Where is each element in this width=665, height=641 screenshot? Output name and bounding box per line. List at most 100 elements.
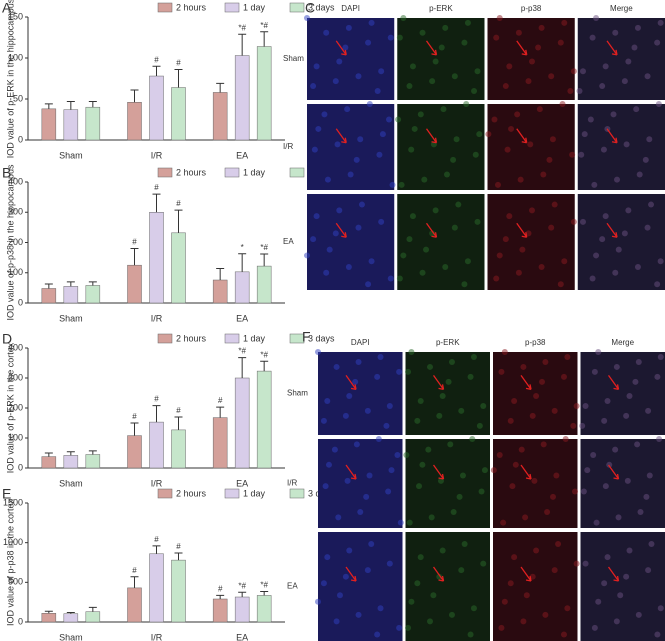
cell xyxy=(625,58,632,65)
cell xyxy=(463,101,470,107)
cell xyxy=(602,483,609,490)
cell xyxy=(375,436,382,442)
column-header: p-p38 xyxy=(521,4,542,13)
cell xyxy=(549,136,556,143)
cell xyxy=(506,63,513,70)
significance-label: # xyxy=(154,395,159,404)
arrow xyxy=(425,40,438,56)
legend-swatch xyxy=(157,488,173,499)
cell xyxy=(357,136,364,143)
cell xyxy=(604,397,611,404)
y-axis-label: IOD value of p-p38 in the hippocampus xyxy=(5,164,15,321)
cell xyxy=(523,592,530,599)
cell xyxy=(425,446,432,453)
cell xyxy=(374,87,381,94)
cell xyxy=(642,156,649,163)
bar xyxy=(234,271,250,304)
cell xyxy=(595,598,602,605)
cell xyxy=(419,269,426,276)
cell xyxy=(405,624,412,631)
cell xyxy=(624,477,631,484)
panel-label: F xyxy=(302,329,311,345)
cell xyxy=(416,483,423,490)
legend-label: 1 day xyxy=(243,488,266,498)
cell xyxy=(528,58,535,65)
cell xyxy=(538,24,545,31)
panel-label: B xyxy=(2,165,11,181)
legend-swatch xyxy=(289,167,305,178)
bar xyxy=(85,106,101,141)
legend-swatch xyxy=(289,488,305,499)
error-bar xyxy=(152,405,161,423)
bar xyxy=(171,429,186,469)
cell xyxy=(368,540,375,547)
cell xyxy=(325,461,332,468)
x-tick-label: EA xyxy=(236,632,248,641)
bar xyxy=(149,421,164,469)
cell xyxy=(333,363,340,370)
cell xyxy=(378,218,385,225)
cell xyxy=(635,611,642,618)
cell xyxy=(324,554,331,561)
cell xyxy=(470,353,477,360)
cell xyxy=(481,467,488,474)
cell xyxy=(406,519,413,526)
cell xyxy=(377,605,384,612)
row-label: I/R xyxy=(283,142,293,151)
cell xyxy=(643,493,650,500)
cell xyxy=(335,514,342,521)
row-label: EA xyxy=(287,582,298,591)
cell xyxy=(387,34,394,41)
cell xyxy=(474,68,481,75)
bar xyxy=(256,595,272,623)
cell xyxy=(310,236,317,243)
cell xyxy=(623,573,630,580)
significance-label: *# xyxy=(238,347,246,356)
cell xyxy=(560,631,567,638)
x-tick-label: I/R xyxy=(151,478,163,488)
cell xyxy=(476,131,483,138)
cell xyxy=(374,373,381,380)
cell xyxy=(458,567,465,574)
legend-swatch xyxy=(224,2,240,13)
cell xyxy=(345,24,352,31)
cell xyxy=(573,402,580,409)
cell xyxy=(591,368,598,375)
panel-label: E xyxy=(2,486,11,502)
cell xyxy=(581,131,588,138)
cell xyxy=(555,540,562,547)
bar xyxy=(212,279,228,304)
cell xyxy=(533,392,540,399)
cell xyxy=(570,68,577,75)
bar xyxy=(234,377,250,469)
cell xyxy=(396,275,403,282)
cell xyxy=(432,207,439,214)
cell xyxy=(571,488,578,495)
cell xyxy=(417,554,424,561)
cell xyxy=(518,446,525,453)
cell xyxy=(631,44,638,51)
cell xyxy=(655,101,662,107)
x-tick-label: Sham xyxy=(59,632,83,641)
error-bar xyxy=(66,611,75,614)
y-axis-label: IOD value of p-ERK in the cortex xyxy=(5,342,15,473)
cell xyxy=(353,156,360,163)
micrograph xyxy=(580,532,665,641)
cell xyxy=(458,407,465,414)
cell xyxy=(461,281,468,288)
cell xyxy=(613,618,620,625)
y-tick-label: 300 xyxy=(8,207,23,217)
bar xyxy=(41,108,57,141)
cell xyxy=(386,560,393,567)
cell xyxy=(612,29,619,36)
cell xyxy=(551,407,558,414)
row-label: EA xyxy=(283,237,294,246)
cell xyxy=(357,508,364,515)
cell xyxy=(439,547,446,554)
cell xyxy=(576,87,583,94)
cell xyxy=(440,106,447,113)
cell xyxy=(409,213,416,220)
cell xyxy=(551,567,558,574)
y-tick-label: 200 xyxy=(8,237,23,247)
error-bar xyxy=(260,31,269,47)
